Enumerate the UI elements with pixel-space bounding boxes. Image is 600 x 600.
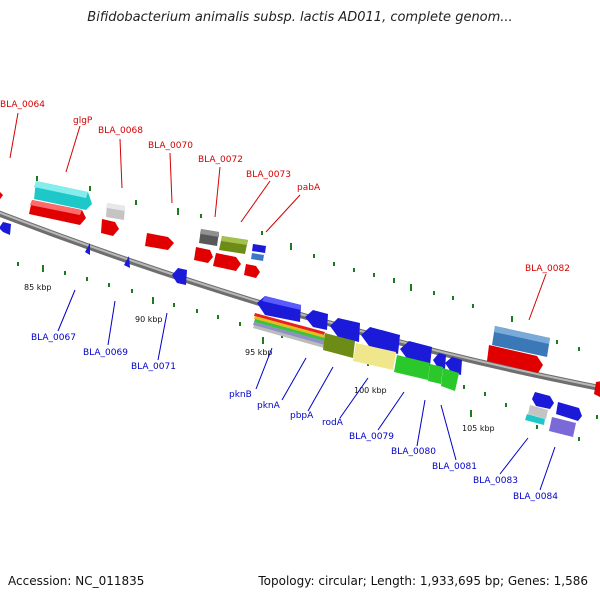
gene-label: pknA <box>257 401 281 411</box>
scale-labels: 85 kbp 90 kbp 95 kbp 100 kbp 105 kbp <box>24 283 495 433</box>
gene-BLA-0070 <box>145 233 174 250</box>
accession-text: Accession: NC_011835 <box>8 574 145 588</box>
scale-label: 85 kbp <box>24 283 52 292</box>
gene-label: BLA_0072 <box>198 155 243 165</box>
gene-glgP <box>29 181 92 225</box>
scale-label: 100 kbp <box>354 386 387 395</box>
gene-BLA-0073 <box>213 236 248 271</box>
gene-label: BLA_0079 <box>349 432 394 442</box>
gene-pbpA <box>330 318 360 342</box>
leader-lines-blue <box>57 289 556 491</box>
gene-label: BLA_0067 <box>31 333 76 343</box>
gene-label: pknB <box>229 390 252 400</box>
tick-marks-top <box>36 176 580 351</box>
gene-label: BLA_0082 <box>525 264 570 274</box>
gene-BLA-0082 <box>487 326 550 373</box>
scale-label: 95 kbp <box>245 348 273 357</box>
gene-label: BLA_0064 <box>0 100 45 110</box>
gene-labels-top: BLA_0064 glgP BLA_0068 BLA_0070 BLA_0072… <box>0 100 570 274</box>
gene-pabA <box>244 244 266 278</box>
gene-label: rodA <box>322 418 344 428</box>
gene-pknB-pknA <box>257 296 328 330</box>
reverse-strand-features <box>0 222 582 437</box>
gene-label: BLA_0084 <box>513 492 558 502</box>
gene-rodA <box>361 327 400 354</box>
gene-BLA-0083-0084 <box>525 392 582 437</box>
gene-label: glgP <box>73 116 93 126</box>
gene-label: BLA_0083 <box>473 476 518 486</box>
gene-label: pbpA <box>290 411 314 421</box>
gene-label: BLA_0080 <box>391 447 436 457</box>
gene-labels-bottom: BLA_0067 BLA_0069 BLA_0071 pknB pknA pbp… <box>31 333 558 502</box>
map-title: Bifidobacterium animalis subsp. lactis A… <box>87 10 513 25</box>
gene-label: BLA_0073 <box>246 170 291 180</box>
leader-lines-red <box>9 112 547 321</box>
gene-BLA-0068 <box>101 203 125 236</box>
scale-label: 105 kbp <box>462 424 495 433</box>
gene-label: pabA <box>297 183 321 193</box>
scale-label: 90 kbp <box>135 315 163 324</box>
gene-label: BLA_0081 <box>432 462 477 472</box>
gene-label: BLA_0069 <box>83 348 128 358</box>
gene-label: BLA_0068 <box>98 126 143 136</box>
colored-track-segments <box>253 313 459 391</box>
gene-label: BLA_0071 <box>131 362 176 372</box>
gene-BLA-0072 <box>194 229 219 263</box>
tick-marks-bottom <box>17 262 598 441</box>
gene-label: BLA_0070 <box>148 141 193 151</box>
topology-summary-text: Topology: circular; Length: 1,933,695 bp… <box>258 574 588 588</box>
forward-strand-features <box>0 181 600 397</box>
